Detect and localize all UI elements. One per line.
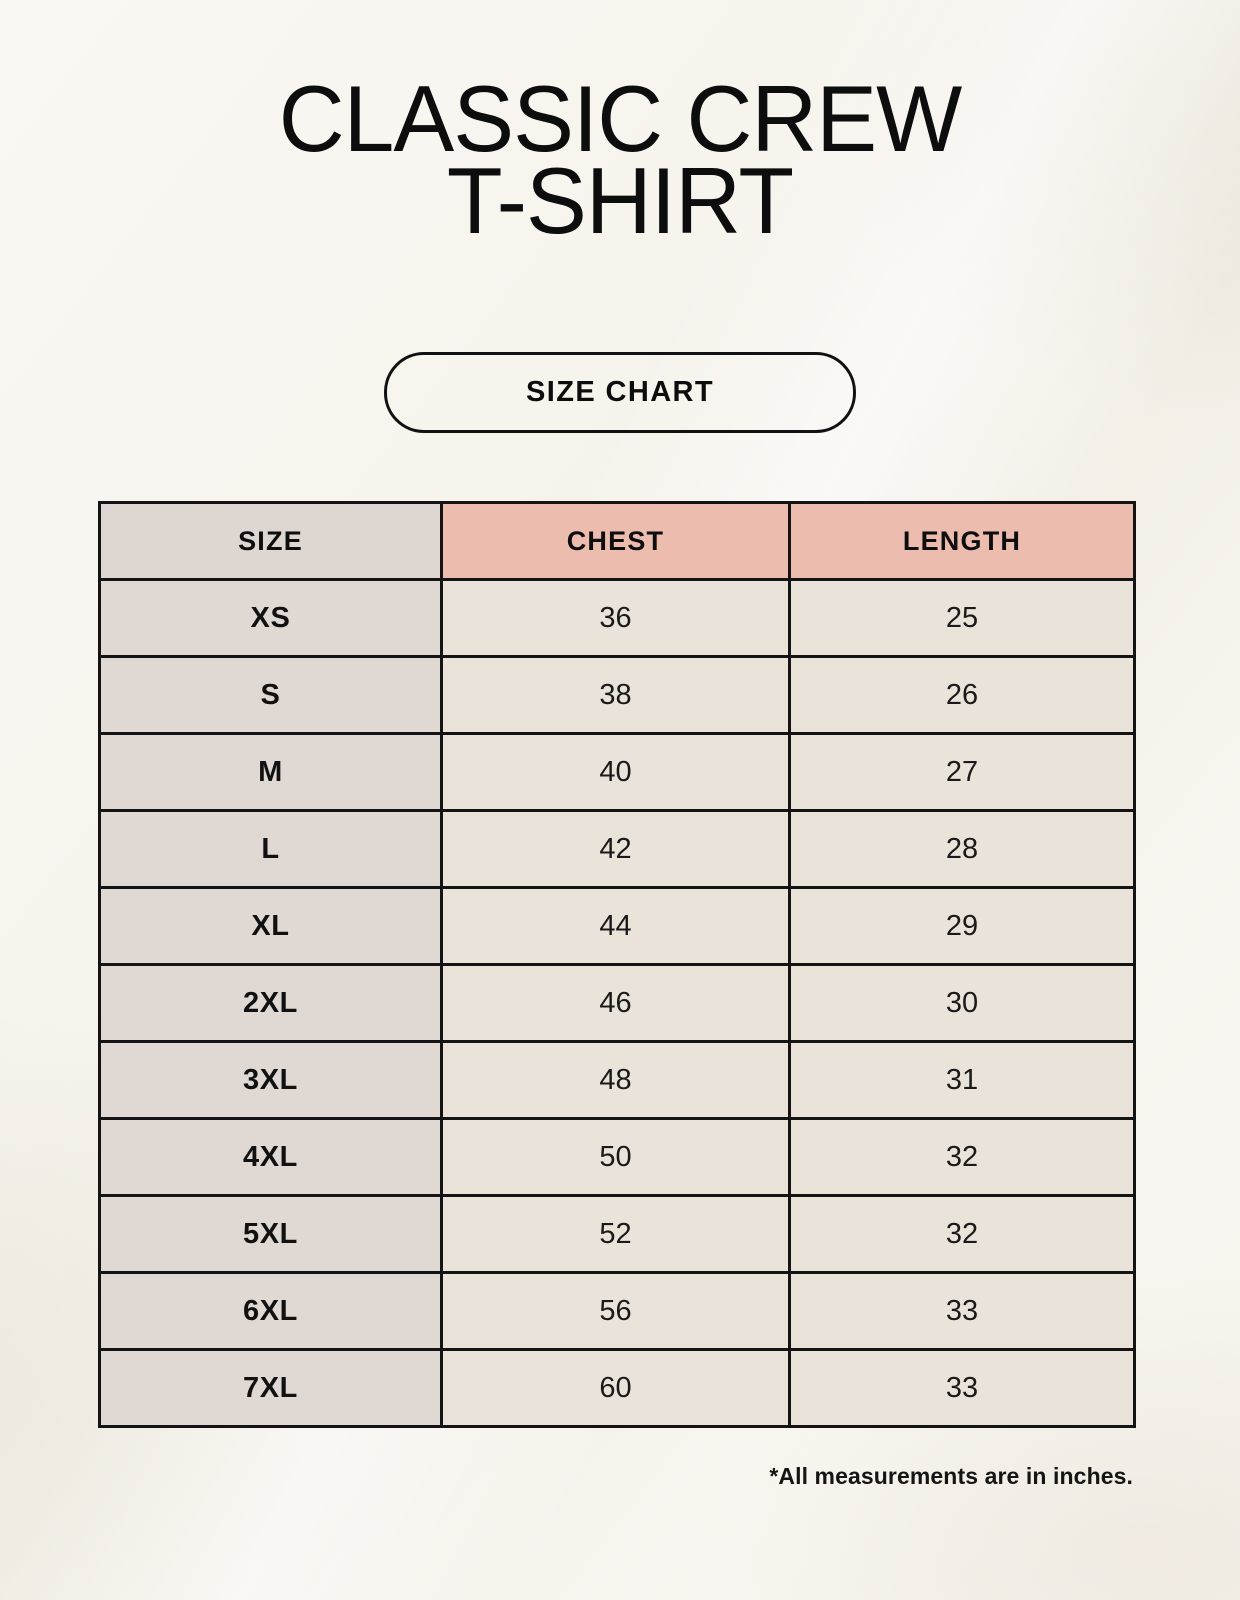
table-row: 5XL 52 32 <box>98 1194 1136 1274</box>
cell-chest: 50 <box>440 1117 791 1197</box>
cell-size: XL <box>98 886 443 966</box>
table-row: 6XL 56 33 <box>98 1271 1136 1351</box>
size-chart-badge-wrapper: SIZE CHART <box>0 352 1240 433</box>
table-row: S 38 26 <box>98 655 1136 735</box>
cell-length: 28 <box>788 809 1136 889</box>
cell-chest: 56 <box>440 1271 791 1351</box>
cell-size: 5XL <box>98 1194 443 1274</box>
cell-chest: 44 <box>440 886 791 966</box>
cell-chest: 38 <box>440 655 791 735</box>
table-row: XL 44 29 <box>98 886 1136 966</box>
table-body: XS 36 25 S 38 26 M 40 27 L 42 28 XL 44 29 2XL 46 30 3XL 48 3… <box>98 578 1136 1428</box>
cell-size: 4XL <box>98 1117 443 1197</box>
table-row: 3XL 48 31 <box>98 1040 1136 1120</box>
cell-chest: 46 <box>440 963 791 1043</box>
cell-length: 32 <box>788 1117 1136 1197</box>
size-chart-badge-label: SIZE CHART <box>526 376 714 408</box>
page-title-line-1: CLASSIC CREW <box>278 66 962 171</box>
cell-length: 33 <box>788 1348 1136 1428</box>
cell-length: 32 <box>788 1194 1136 1274</box>
cell-length: 30 <box>788 963 1136 1043</box>
cell-size: L <box>98 809 443 889</box>
cell-length: 26 <box>788 655 1136 735</box>
size-chart-badge: SIZE CHART <box>384 352 856 433</box>
cell-size: 2XL <box>98 963 443 1043</box>
cell-size: XS <box>98 578 443 658</box>
cell-length: 31 <box>788 1040 1136 1120</box>
cell-size: 6XL <box>98 1271 443 1351</box>
table-row: 7XL 60 33 <box>98 1348 1136 1428</box>
cell-length: 29 <box>788 886 1136 966</box>
cell-size: S <box>98 655 443 735</box>
table-row: L 42 28 <box>98 809 1136 889</box>
page-title-line-2: T-SHIRT <box>446 148 794 253</box>
cell-chest: 60 <box>440 1348 791 1428</box>
cell-chest: 48 <box>440 1040 791 1120</box>
cell-length: 33 <box>788 1271 1136 1351</box>
table-row: 2XL 46 30 <box>98 963 1136 1043</box>
table-row: M 40 27 <box>98 732 1136 812</box>
column-header-length: LENGTH <box>788 501 1136 581</box>
table-header-row: SIZE CHEST LENGTH <box>98 501 1136 581</box>
column-header-size: SIZE <box>98 501 443 581</box>
column-header-chest: CHEST <box>440 501 791 581</box>
page-title: CLASSIC CREW T-SHIRT <box>0 66 1240 253</box>
table-header: SIZE CHEST LENGTH <box>98 501 1136 581</box>
cell-length: 27 <box>788 732 1136 812</box>
cell-chest: 52 <box>440 1194 791 1274</box>
size-chart-table: SIZE CHEST LENGTH XS 36 25 S 38 26 M 40 27 L 42 28 X… <box>98 501 1136 1428</box>
cell-size: M <box>98 732 443 812</box>
cell-size: 7XL <box>98 1348 443 1428</box>
table-row: 4XL 50 32 <box>98 1117 1136 1197</box>
cell-chest: 40 <box>440 732 791 812</box>
measurement-note: *All measurements are in inches. <box>769 1463 1133 1489</box>
cell-length: 25 <box>788 578 1136 658</box>
table-row: XS 36 25 <box>98 578 1136 658</box>
cell-chest: 36 <box>440 578 791 658</box>
cell-size: 3XL <box>98 1040 443 1120</box>
cell-chest: 42 <box>440 809 791 889</box>
